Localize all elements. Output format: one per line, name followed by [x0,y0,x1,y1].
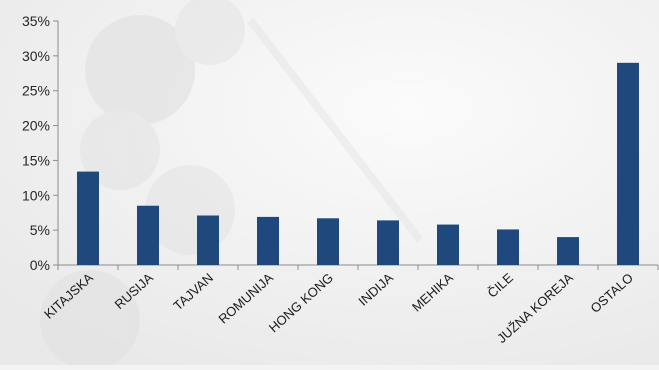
bar [137,205,159,265]
y-tick-label: 0% [30,257,50,273]
bar [317,218,339,265]
bar [77,171,99,265]
y-tick-label: 25% [22,83,50,99]
y-tick-label: 20% [22,118,50,134]
background-watermark [40,0,424,370]
y-tick-label: 15% [22,152,50,168]
bar [617,62,639,266]
bar [377,220,399,265]
bar [497,229,519,265]
y-tick-label: 5% [30,222,50,238]
y-axis: 0% 5% 10% 15% 20% 25% 30% 35% [22,13,59,273]
y-tick-label: 10% [22,187,50,203]
bar [257,216,279,265]
bar [557,237,579,265]
y-tick-label: 35% [22,13,50,29]
y-tick-label: 30% [22,48,50,64]
bar [197,215,219,265]
bar [437,224,459,265]
bars [77,62,639,266]
